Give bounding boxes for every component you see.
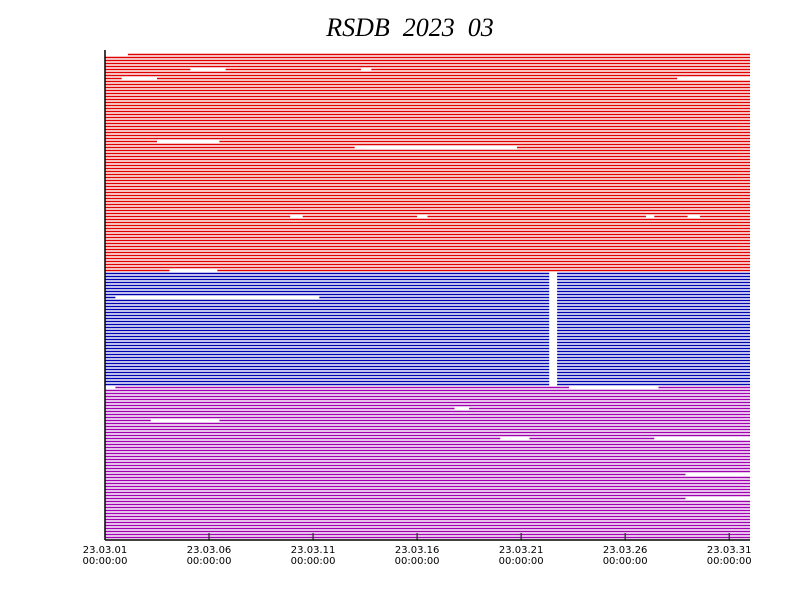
- data-gap: [454, 407, 470, 410]
- data-gap: [290, 215, 303, 218]
- data-gap: [105, 386, 116, 389]
- data-gap: [687, 215, 701, 218]
- x-tick-label: 23.03.21: [499, 545, 544, 556]
- data-gap: [150, 419, 220, 422]
- data-gap: [190, 68, 226, 71]
- x-tick-label: 23.03.16: [395, 545, 440, 556]
- x-tick-sublabel: 00:00:00: [499, 556, 544, 567]
- x-tick-sublabel: 00:00:00: [395, 556, 440, 567]
- x-tick-label: 23.03.01: [83, 545, 128, 556]
- data-gap: [115, 296, 320, 299]
- x-tick-label: 23.03.26: [603, 545, 648, 556]
- data-gap: [169, 269, 218, 272]
- data-gap: [677, 77, 750, 80]
- x-tick-sublabel: 00:00:00: [83, 556, 128, 567]
- x-tick-sublabel: 00:00:00: [603, 556, 648, 567]
- data-gap: [645, 215, 655, 218]
- x-tick-sublabel: 00:00:00: [187, 556, 232, 567]
- data-gap: [568, 386, 659, 389]
- x-tick-sublabel: 00:00:00: [707, 556, 752, 567]
- data-gap: [654, 437, 750, 440]
- data-gap: [685, 473, 750, 476]
- data-gap: [685, 497, 750, 500]
- data-gap: [354, 146, 517, 149]
- data-gap: [500, 437, 530, 440]
- data-gap: [121, 77, 158, 80]
- x-tick-label: 23.03.11: [291, 545, 336, 556]
- data-gap: [360, 68, 372, 71]
- x-tick-label: 23.03.31: [707, 545, 752, 556]
- data-gap: [417, 215, 428, 218]
- data-gap: [105, 53, 128, 56]
- data-gap: [157, 140, 220, 143]
- x-tick-sublabel: 00:00:00: [291, 556, 336, 567]
- chart-title: RSDB 2023 03: [325, 13, 494, 42]
- group-gap: [549, 272, 558, 386]
- x-tick-label: 23.03.06: [187, 545, 232, 556]
